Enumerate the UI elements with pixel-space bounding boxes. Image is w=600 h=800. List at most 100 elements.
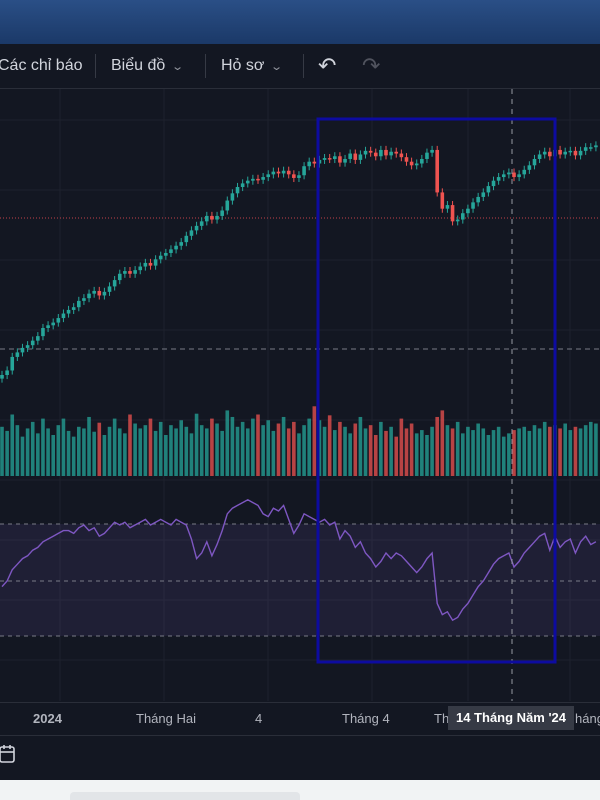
candle-body	[169, 249, 173, 253]
candle-body	[394, 151, 399, 154]
candle-body	[158, 255, 163, 260]
chart-area[interactable]	[0, 89, 600, 701]
indicators-button[interactable]: Các chỉ báo	[0, 57, 83, 74]
candle-body	[215, 215, 219, 220]
chart-grid	[0, 89, 600, 701]
candle-body	[235, 187, 240, 194]
profile-label: Hỏ sơ	[221, 57, 265, 74]
volume-bar	[158, 421, 163, 476]
volume-bar	[138, 428, 143, 476]
toolbar-divider	[205, 54, 206, 78]
redo-icon[interactable]: ↷	[362, 53, 381, 78]
volume-bar	[501, 436, 506, 476]
profile-button[interactable]: Hỏ sơ ⌄	[221, 44, 283, 88]
candle-body	[420, 158, 424, 164]
toolbar-divider	[303, 54, 304, 78]
candle-body	[532, 158, 537, 166]
volume-bar	[343, 426, 347, 476]
candle-body	[112, 280, 117, 287]
candle-body	[333, 156, 337, 159]
volume-bar	[10, 414, 15, 476]
candle-body	[445, 205, 450, 209]
candle-body	[15, 352, 20, 357]
toolbar-divider	[95, 54, 96, 78]
candle-body	[174, 245, 178, 250]
volume-bar	[363, 428, 368, 476]
volume-bar	[82, 428, 86, 476]
volume-bar	[445, 425, 450, 476]
volume-bar	[199, 425, 204, 476]
volume-bar	[112, 418, 117, 476]
volume-bar	[164, 435, 168, 476]
rsi-line	[1, 499, 597, 622]
volume-bar	[189, 433, 194, 476]
candle-body	[66, 309, 71, 314]
candle-body	[189, 230, 194, 236]
candle-body	[117, 273, 122, 281]
volume-bar	[20, 436, 25, 476]
candle-body	[384, 149, 388, 156]
volume-bar	[5, 430, 9, 476]
candle-body	[292, 174, 296, 178]
volume-bar	[0, 426, 4, 476]
calendar-icon[interactable]	[0, 744, 18, 766]
volume-bar	[15, 425, 20, 476]
candle-body	[184, 235, 189, 243]
volume-bar	[435, 416, 439, 476]
volume-bar	[87, 416, 91, 476]
candle-body	[486, 186, 491, 193]
volume-bar	[532, 425, 537, 476]
candle-body	[578, 150, 583, 156]
candle-body	[379, 149, 383, 157]
volume-bar	[358, 416, 363, 476]
volume-bar	[440, 410, 445, 476]
candle-body	[46, 325, 50, 328]
candle-body	[450, 205, 455, 222]
candle-body	[327, 158, 332, 160]
volume-bar	[430, 426, 434, 476]
candle-body	[307, 161, 311, 167]
candle-body	[373, 152, 378, 157]
candle-body	[153, 259, 158, 266]
candle-body	[205, 215, 209, 222]
volume-bar	[409, 423, 414, 476]
volume-bar	[30, 421, 35, 476]
volume-bar	[117, 428, 122, 476]
candle-body	[348, 153, 352, 159]
candle-body	[138, 266, 143, 271]
candle-body	[56, 318, 61, 323]
candle-body	[199, 221, 204, 226]
volume-bar	[77, 426, 81, 476]
candle-body	[496, 177, 501, 181]
candle-body	[87, 293, 91, 299]
volume-bar	[558, 428, 562, 476]
volume-bar	[266, 420, 271, 476]
volume-bar	[133, 423, 137, 476]
chart-type-button[interactable]: Biểu đồ ⌄	[111, 44, 184, 88]
browser-tab[interactable]	[70, 792, 300, 800]
volume-bar	[205, 428, 209, 476]
volume-bar	[594, 423, 598, 476]
candle-body	[568, 150, 573, 153]
volume-bar	[327, 415, 332, 476]
volume-bar	[297, 433, 301, 476]
time-axis[interactable]: 2024 Tháng Hai 4 Tháng 4 Th háng	[0, 702, 600, 735]
highlight-rectangle[interactable]	[316, 117, 557, 664]
candle-body	[82, 298, 86, 301]
candle-body	[240, 183, 245, 187]
volume-bar	[153, 430, 158, 476]
candle-body	[220, 210, 224, 216]
candle-body	[128, 271, 132, 274]
volume-bar	[292, 421, 296, 476]
candle-body	[363, 150, 368, 155]
volume-bar	[404, 428, 409, 476]
candle-body	[61, 313, 66, 319]
undo-icon[interactable]: ↶	[318, 53, 337, 78]
candle-body	[491, 180, 496, 187]
volume-bar	[476, 423, 480, 476]
volume-bar	[322, 426, 327, 476]
candle-body	[507, 172, 511, 175]
volume-bar	[512, 430, 516, 476]
candle-body	[589, 147, 593, 149]
volume-bar	[245, 428, 250, 476]
